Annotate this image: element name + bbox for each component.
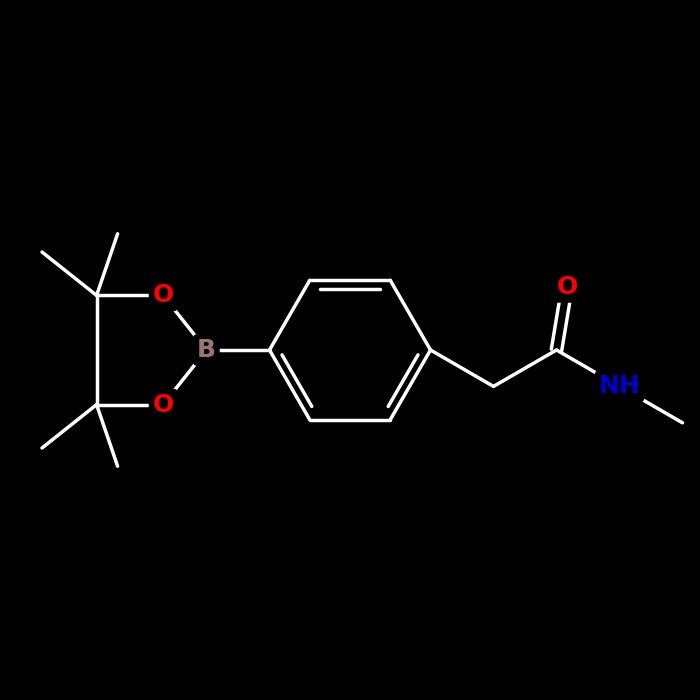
Text: NH: NH [598, 374, 640, 398]
Text: O: O [153, 284, 174, 307]
Text: B: B [197, 338, 216, 362]
Text: O: O [556, 275, 577, 299]
Text: O: O [153, 393, 174, 416]
